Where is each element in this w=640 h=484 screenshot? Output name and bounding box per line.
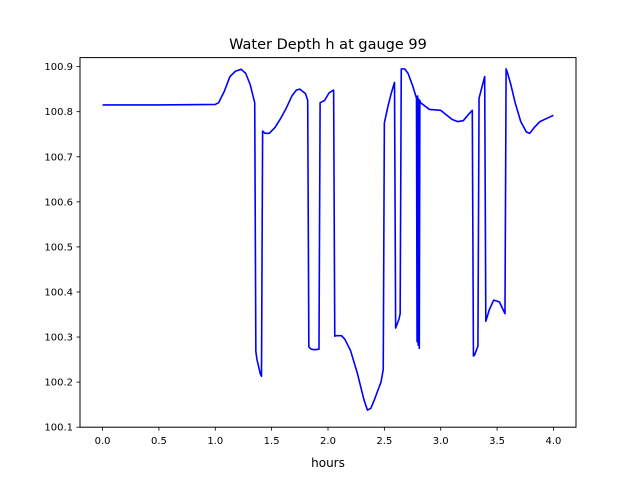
y-axis-ticks: 100.1 100.2 100.3 100.4 100.5 100.6 100.7 100.8…	[44, 62, 80, 434]
y-tick-label: 100.9	[44, 62, 73, 73]
x-tick-label: 3.5	[489, 436, 505, 447]
x-tick-label: 1.5	[264, 436, 280, 447]
y-tick-label: 100.1	[44, 423, 73, 434]
y-tick-label: 100.3	[44, 333, 73, 344]
series-line-0	[102, 68, 554, 411]
y-tick-label: 100.8	[44, 107, 73, 118]
x-tick-label: 2.0	[320, 436, 336, 447]
x-tick-label: 2.5	[376, 436, 392, 447]
plot-area	[80, 57, 576, 428]
y-tick-label: 100.2	[44, 378, 73, 389]
y-tick-label: 100.5	[44, 242, 73, 253]
x-axis-ticks: 0.0 0.5 1.0 1.5 2.0 2.5 3.0 3.5 4.0	[95, 427, 562, 447]
y-tick-label: 100.4	[44, 287, 73, 298]
x-axis-label: hours	[311, 456, 345, 470]
y-tick-label: 100.7	[44, 152, 73, 163]
x-tick-label: 1.0	[207, 436, 223, 447]
x-tick-label: 3.0	[433, 436, 449, 447]
series-layer	[102, 68, 554, 411]
x-tick-label: 0.0	[95, 436, 111, 447]
y-tick-label: 100.6	[44, 197, 73, 208]
x-tick-label: 0.5	[151, 436, 167, 447]
chart-title: Water Depth h at gauge 99	[229, 37, 427, 53]
x-tick-label: 4.0	[546, 436, 562, 447]
axes-frame	[79, 57, 577, 428]
